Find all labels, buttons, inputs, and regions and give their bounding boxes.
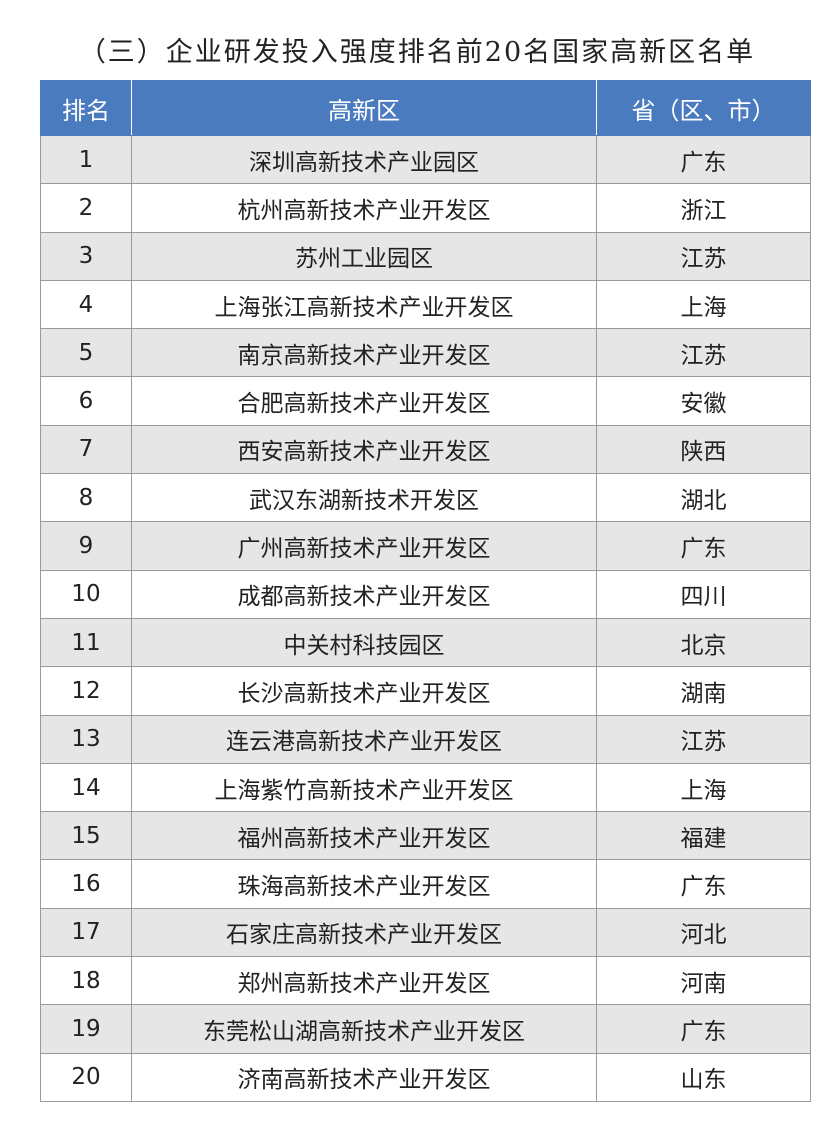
table-cell: 20 xyxy=(40,1052,132,1102)
table-cell: 江苏 xyxy=(596,231,811,281)
table-cell: 长沙高新技术产业开发区 xyxy=(131,666,597,716)
table-cell: 湖南 xyxy=(596,666,811,716)
table-cell: 13 xyxy=(40,714,132,764)
table-row: 4 上海张江高新技术产业开发区 上海 xyxy=(40,279,811,330)
table-cell: 南京高新技术产业开发区 xyxy=(131,328,597,378)
table-row: 5 南京高新技术产业开发区 江苏 xyxy=(40,328,811,378)
table-cell: 福州高新技术产业开发区 xyxy=(131,811,597,861)
title: （三）企业研发投入强度排名前20名国家高新区名单 xyxy=(78,37,756,68)
table-cell: 西安高新技术产业开发区 xyxy=(131,424,597,475)
table-cell: 14 xyxy=(40,762,132,813)
table-cell: 4 xyxy=(40,279,132,330)
table-cell: 福建 xyxy=(596,811,811,861)
table-row: 13 连云港高新技术产业开发区 江苏 xyxy=(40,714,811,764)
table-cell: 石家庄高新技术产业开发区 xyxy=(131,907,597,958)
table-row: 3 苏州工业园区 江苏 xyxy=(40,231,811,281)
table-cell: 珠海高新技术产业开发区 xyxy=(131,859,597,909)
table-cell: 郑州高新技术产业开发区 xyxy=(131,956,597,1006)
table-row: 17 石家庄高新技术产业开发区 河北 xyxy=(40,907,811,958)
table-cell: 17 xyxy=(40,907,132,958)
table-cell: 7 xyxy=(40,424,132,475)
table-cell: 上海张江高新技术产业开发区 xyxy=(131,279,597,330)
header-cell: 排名 xyxy=(40,80,132,136)
table-row: 1 深圳高新技术产业园区 广东 xyxy=(40,134,811,185)
table-cell: 3 xyxy=(40,231,132,281)
table-cell: 深圳高新技术产业园区 xyxy=(131,134,597,185)
table-row: 18 郑州高新技术产业开发区 河南 xyxy=(40,956,811,1006)
table-row: 20 济南高新技术产业开发区 山东 xyxy=(40,1052,811,1102)
table-cell: 济南高新技术产业开发区 xyxy=(131,1052,597,1102)
table-cell: 广东 xyxy=(596,859,811,909)
table-cell: 5 xyxy=(40,328,132,378)
table-row: 9 广州高新技术产业开发区 广东 xyxy=(40,521,811,571)
table-cell: 中关村科技园区 xyxy=(131,617,597,668)
table-cell: 1 xyxy=(40,134,132,185)
table-row: 16 珠海高新技术产业开发区 广东 xyxy=(40,859,811,909)
table-row: 10 成都高新技术产业开发区 四川 xyxy=(40,569,811,619)
table-cell: 陕西 xyxy=(596,424,811,475)
table-cell: 连云港高新技术产业开发区 xyxy=(131,714,597,764)
header-cell: 省（区、市） xyxy=(596,80,811,136)
table-cell: 11 xyxy=(40,617,132,668)
table-cell: 浙江 xyxy=(596,183,811,233)
table-cell: 广东 xyxy=(596,521,811,571)
table-cell: 2 xyxy=(40,183,132,233)
table-cell: 河北 xyxy=(596,907,811,958)
table-row: 11 中关村科技园区 北京 xyxy=(40,617,811,668)
table-cell: 16 xyxy=(40,859,132,909)
table-cell: 12 xyxy=(40,666,132,716)
table-row: 19 东莞松山湖高新技术产业开发区 广东 xyxy=(40,1004,811,1054)
table-cell: 6 xyxy=(40,376,132,426)
table-cell: 上海 xyxy=(596,762,811,813)
table-row: 12 长沙高新技术产业开发区 湖南 xyxy=(40,666,811,716)
table-cell: 山东 xyxy=(596,1052,811,1102)
table-cell: 18 xyxy=(40,956,132,1006)
table-cell: 19 xyxy=(40,1004,132,1054)
table: 排名 高新区 省（区、市） 1 深圳高新技术产业园区 广东 2 杭州高新技术产业开发区 浙江 3… xyxy=(40,80,811,1102)
table-row: 7 西安高新技术产业开发区 陕西 xyxy=(40,424,811,475)
table-cell: 湖北 xyxy=(596,473,811,523)
table-row: 14 上海紫竹高新技术产业开发区 上海 xyxy=(40,762,811,813)
table-body: 1 深圳高新技术产业园区 广东 2 杭州高新技术产业开发区 浙江 3 苏州工业园区 江苏 4 上海张… xyxy=(40,134,811,1102)
table-cell: 杭州高新技术产业开发区 xyxy=(131,183,597,233)
table-cell: 四川 xyxy=(596,569,811,619)
table-cell: 安徽 xyxy=(596,376,811,426)
table-cell: 苏州工业园区 xyxy=(131,231,597,281)
table-cell: 东莞松山湖高新技术产业开发区 xyxy=(131,1004,597,1054)
table-row: 6 合肥高新技术产业开发区 安徽 xyxy=(40,376,811,426)
table-cell: 江苏 xyxy=(596,328,811,378)
table-cell: 8 xyxy=(40,473,132,523)
table-cell: 上海 xyxy=(596,279,811,330)
table-cell: 江苏 xyxy=(596,714,811,764)
table-cell: 广东 xyxy=(596,1004,811,1054)
table-cell: 上海紫竹高新技术产业开发区 xyxy=(131,762,597,813)
table-cell: 9 xyxy=(40,521,132,571)
table-cell: 广东 xyxy=(596,134,811,185)
table-cell: 武汉东湖新技术开发区 xyxy=(131,473,597,523)
header-row: 排名 高新区 省（区、市） xyxy=(40,80,811,136)
table-row: 8 武汉东湖新技术开发区 湖北 xyxy=(40,473,811,523)
table-cell: 合肥高新技术产业开发区 xyxy=(131,376,597,426)
header-cell: 高新区 xyxy=(131,80,597,136)
table-cell: 成都高新技术产业开发区 xyxy=(131,569,597,619)
table-cell: 广州高新技术产业开发区 xyxy=(131,521,597,571)
table-cell: 10 xyxy=(40,569,132,619)
table-row: 2 杭州高新技术产业开发区 浙江 xyxy=(40,183,811,233)
table-cell: 15 xyxy=(40,811,132,861)
table-row: 15 福州高新技术产业开发区 福建 xyxy=(40,811,811,861)
table-cell: 河南 xyxy=(596,956,811,1006)
table-cell: 北京 xyxy=(596,617,811,668)
